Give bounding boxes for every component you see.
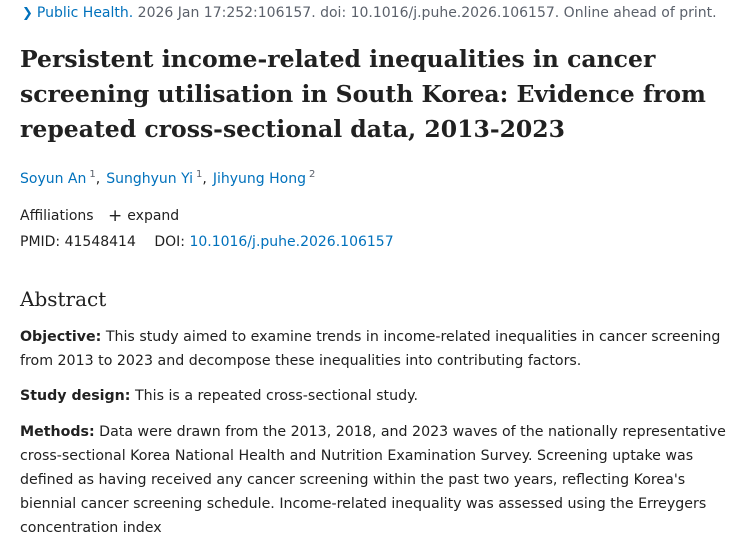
- abstract-objective: Objective: This study aimed to examine t…: [20, 325, 732, 373]
- affiliations-expand-button[interactable]: + expand: [108, 206, 180, 226]
- abstract-heading: Abstract: [20, 287, 107, 311]
- journal-link[interactable]: Public Health.: [36, 5, 134, 21]
- citation-line: ❯ Public Health. 2026 Jan 17:252:106157. …: [22, 3, 742, 24]
- section-label: Objective:: [20, 329, 102, 345]
- section-label: Methods:: [20, 424, 95, 440]
- author-separator: ,: [202, 171, 207, 187]
- identifiers-row: PMID: 41548414 DOI: 10.1016/j.puhe.2026.…: [20, 231, 394, 253]
- author-link[interactable]: Sunghyun Yi: [106, 171, 194, 187]
- author-link[interactable]: Soyun An: [20, 171, 87, 187]
- author-affiliation-number[interactable]: 1: [89, 169, 96, 181]
- author-affiliation-number[interactable]: 1: [196, 169, 203, 181]
- expand-label: expand: [127, 208, 180, 224]
- plus-icon: +: [108, 206, 123, 226]
- author-link[interactable]: Jihyung Hong: [212, 171, 306, 187]
- section-label: Study design:: [20, 388, 131, 404]
- affiliations-label: Affiliations: [20, 208, 94, 224]
- abstract-study-design: Study design: This is a repeated cross-s…: [20, 384, 732, 408]
- abstract-methods: Methods: Data were drawn from the 2013, …: [20, 420, 732, 540]
- author-affiliation-number[interactable]: 2: [309, 169, 316, 181]
- article-title: Persistent income-related inequalities i…: [20, 45, 706, 143]
- doi-link[interactable]: 10.1016/j.puhe.2026.106157: [189, 234, 394, 250]
- pmid-value: 41548414: [64, 234, 136, 250]
- doi-label: DOI:: [154, 234, 185, 250]
- citation-details: 2026 Jan 17:252:106157. doi: 10.1016/j.p…: [137, 5, 717, 21]
- pmid-label: PMID:: [20, 234, 61, 250]
- chevron-right-icon[interactable]: ❯: [22, 6, 33, 21]
- section-text: This study aimed to examine trends in in…: [20, 329, 721, 369]
- author-list: Soyun An 1, Sunghyun Yi 1, Jihyung Hong 2: [20, 168, 315, 190]
- section-text: This is a repeated cross-sectional study…: [134, 388, 418, 404]
- affiliations-row: Affiliations + expand: [20, 205, 179, 227]
- section-text: Data were drawn from the 2013, 2018, and…: [20, 424, 726, 536]
- author-separator: ,: [95, 171, 101, 187]
